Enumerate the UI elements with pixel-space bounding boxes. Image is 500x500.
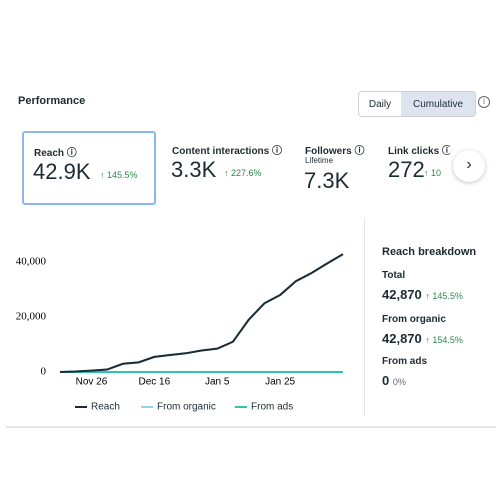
metric-change: ↑ 10 [424, 168, 442, 178]
breakdown-value: 0 [382, 373, 390, 388]
next-button[interactable]: › [453, 150, 485, 182]
y-tick-label: 20,000 [16, 311, 47, 323]
metric-label: Reach ⓘ [34, 148, 77, 159]
breakdown-change: 0% [392, 377, 406, 387]
breakdown-row: 42,870 ↑ 145.5% [382, 287, 463, 302]
breakdown-label: From organic [382, 314, 446, 325]
metric-value: 3.3K [171, 157, 217, 182]
breakdown-change: ↑ 145.5% [425, 291, 463, 301]
breakdown-row: 0 0% [382, 373, 406, 388]
metric-card[interactable]: Link clicks ⓘ 272 ↑ 10 [388, 131, 450, 201]
legend-label: From ads [251, 402, 293, 413]
metric-label: Content interactions ⓘ [172, 146, 283, 157]
metric-change: ↑ 145.5% [100, 170, 138, 180]
metric-card[interactable]: Reach ⓘ 42.9K ↑ 145.5% [22, 131, 156, 205]
divider [364, 218, 365, 416]
metric-card[interactable]: Content interactions ⓘ 3.3K ↑ 227.6% [162, 131, 292, 201]
metric-change: ↑ 227.6% [224, 168, 262, 178]
panel [6, 80, 496, 428]
metric-value: 272 [388, 157, 425, 182]
x-tick-label: Dec 16 [138, 377, 170, 388]
chart: 0 20,000 40,000 Nov 26 Dec 16 Jan 5 Jan 25 Reac… [16, 253, 344, 413]
legend-label: From organic [157, 402, 216, 413]
y-tick-label: 40,000 [16, 256, 47, 268]
breakdown-change: ↑ 154.5% [425, 335, 463, 345]
metric-label: Link clicks ⓘ [388, 146, 450, 157]
x-tick-label: Jan 5 [205, 377, 230, 388]
breakdown-title: Reach breakdown [382, 246, 477, 258]
x-tick-label: Jan 25 [265, 377, 295, 388]
legend-label: Reach [91, 402, 120, 413]
line-series [59, 253, 344, 373]
metric-sublabel: Lifetime [305, 156, 334, 165]
y-tick-label: 0 [41, 366, 47, 378]
breakdown-row: 42,870 ↑ 154.5% [382, 331, 463, 346]
metric-value: 7.3K [304, 168, 350, 193]
metric-value: 42.9K [33, 159, 91, 184]
breakdown-label: From ads [382, 356, 428, 367]
info-icon[interactable]: i [478, 96, 490, 108]
metric-card[interactable]: Followers ⓘ Lifetime 7.3K [295, 131, 375, 201]
x-tick-label: Nov 26 [76, 377, 108, 388]
section-title: Performance [18, 95, 86, 107]
toggle-cumulative[interactable]: Cumulative [401, 92, 475, 116]
line-series [59, 253, 344, 373]
toggle: Daily Cumulative [358, 91, 476, 117]
breakdown-label: Total [382, 270, 406, 281]
breakdown-value: 42,870 [382, 287, 422, 302]
toggle-daily[interactable]: Daily [368, 98, 392, 110]
metric-label: Followers ⓘ [305, 146, 365, 157]
breakdown-value: 42,870 [382, 331, 422, 346]
